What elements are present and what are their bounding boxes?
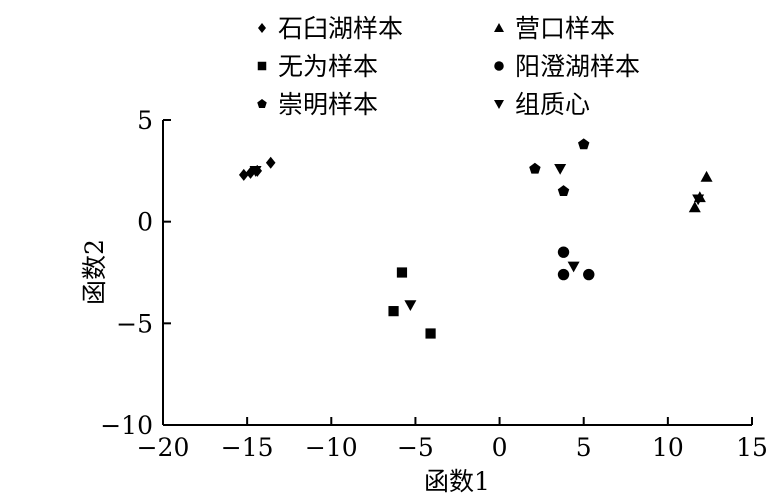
legend-item: 阳澄湖样本 [494,52,640,81]
data-point-square [388,306,399,317]
data-point-pentagon [529,162,541,174]
legend-marker-triangle-down [494,100,504,109]
data-point-pentagon [578,138,590,150]
legend-marker-square [257,61,267,71]
x-axis-label: 函数1 [424,467,490,496]
y-tick-label: 5 [137,106,153,135]
data-point-pentagon [557,185,570,197]
x-tick-label: 10 [652,433,684,462]
data-point-triangle-down [692,194,705,206]
x-tick-label: −5 [397,433,434,462]
y-tick-label: −5 [116,309,153,338]
data-point-triangle-down [567,261,580,273]
data-point-circle [583,268,595,281]
x-tick-label: −10 [305,433,358,462]
legend-marker-diamond [258,23,266,33]
legend-label: 营口样本 [515,14,615,43]
legend-label: 阳澄湖样本 [515,52,640,81]
data-point-triangle-up [688,201,701,213]
series-4 [529,138,590,197]
legend-item: 营口样本 [494,14,615,43]
legend-label: 组质心 [515,90,590,119]
x-tick-label: 0 [492,433,508,462]
data-point-triangle-down [249,166,262,177]
x-tick-label: 15 [736,433,768,462]
data-point-triangle-down [554,164,567,175]
series-2 [388,267,436,339]
legend-item: 石臼湖样本 [258,14,403,43]
data-point-triangle-up [700,170,713,182]
x-tick-label: −15 [221,433,274,462]
series-3 [557,246,595,281]
legend-marker-pentagon [257,99,267,109]
y-tick-label: −10 [100,411,153,440]
legend-label: 石臼湖样本 [278,14,403,43]
axes [162,120,752,426]
data-point-circle [557,268,570,281]
legend-marker-triangle-up [494,23,504,32]
x-tick-label: 5 [576,433,592,462]
data-points [238,138,713,339]
legend-item: 崇明样本 [257,90,378,119]
legend-item: 无为样本 [257,52,378,81]
series-5 [249,164,705,312]
data-point-diamond [265,156,276,169]
data-point-square [396,267,408,278]
x-ticks: −20 −15 −10 −5 0 5 10 15 [137,417,768,462]
data-point-circle [557,246,570,258]
series-1 [688,170,713,213]
legend-label: 无为样本 [278,52,378,81]
legend-item: 组质心 [494,90,590,119]
data-point-diamond [238,168,249,181]
y-tick-label: 0 [137,208,153,237]
data-point-square [425,328,436,339]
x-tick-label: −20 [137,433,190,462]
y-axis-label: 函数2 [80,239,109,305]
y-ticks: 5 0 −5 −10 [100,106,171,440]
legend-label: 崇明样本 [278,90,378,119]
data-point-triangle-down [404,300,417,312]
legend-marker-circle [494,61,504,71]
